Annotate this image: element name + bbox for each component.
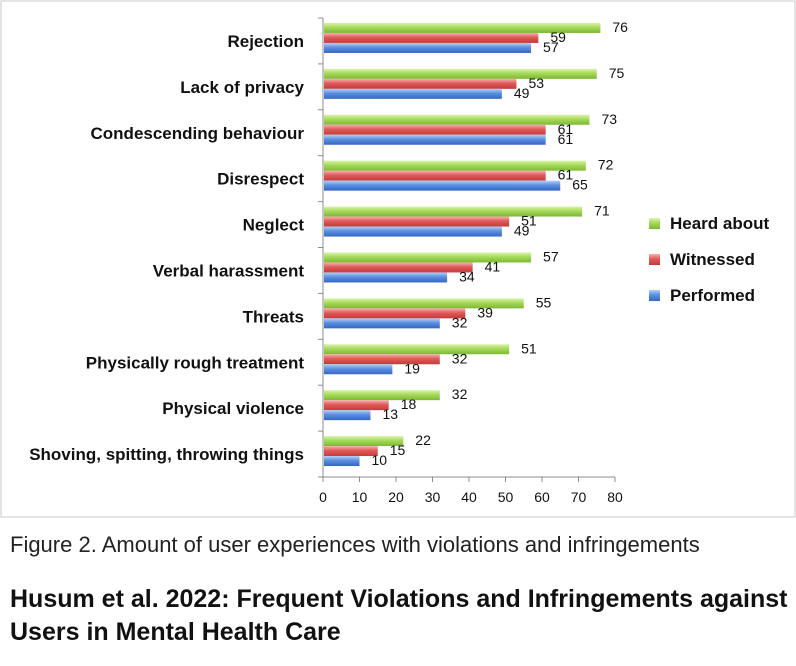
- data-label: 39: [477, 304, 493, 320]
- bar-witnessed: [324, 308, 466, 319]
- data-label: 76: [612, 19, 628, 35]
- data-label: 32: [452, 386, 468, 402]
- x-tick-label: 60: [534, 489, 550, 505]
- category-label: Lack of privacy: [180, 78, 304, 97]
- bar-performed: [324, 180, 561, 191]
- data-label: 13: [382, 406, 398, 422]
- bar-heard-about: [324, 22, 601, 33]
- data-label: 18: [401, 396, 417, 412]
- data-label: 55: [536, 294, 552, 310]
- data-label: 15: [390, 442, 406, 458]
- data-label: 34: [459, 268, 475, 284]
- category-label: Condescending behaviour: [91, 124, 305, 143]
- bar-witnessed: [324, 124, 546, 135]
- bar-performed: [324, 42, 532, 53]
- category-label: Neglect: [243, 216, 305, 235]
- legend-swatch-heard-about: [649, 218, 660, 229]
- bar-heard-about: [324, 68, 597, 79]
- data-label: 72: [598, 157, 614, 173]
- bar-performed: [324, 88, 502, 99]
- data-label: 49: [514, 223, 530, 239]
- data-label: 61: [558, 131, 574, 147]
- data-label: 22: [415, 432, 431, 448]
- legend-swatch-performed: [649, 290, 660, 301]
- x-tick-label: 20: [388, 489, 404, 505]
- bar-performed: [324, 318, 440, 329]
- data-label: 75: [609, 65, 625, 81]
- category-label: Verbal harassment: [153, 261, 305, 280]
- data-label: 57: [543, 248, 559, 264]
- category-label: Physical violence: [162, 399, 304, 418]
- bar-heard-about: [324, 344, 510, 355]
- data-label: 65: [572, 177, 588, 193]
- bar-heard-about: [324, 252, 532, 263]
- data-label: 32: [452, 314, 468, 330]
- figure-caption: Figure 2. Amount of user experiences wit…: [10, 532, 700, 557]
- data-label: 51: [521, 213, 537, 229]
- category-label: Physically rough treatment: [86, 353, 305, 372]
- data-label: 41: [485, 258, 501, 274]
- bar-performed: [324, 456, 360, 467]
- data-label: 32: [452, 350, 468, 366]
- chart-area: 0 10 20 30 40 50 60 70 80 Rejection 76 59 57 Lack of …: [0, 0, 796, 518]
- x-tick-label: 80: [607, 489, 623, 505]
- data-label: 53: [528, 75, 544, 91]
- legend-label: Heard about: [670, 214, 770, 233]
- x-tick-label: 30: [425, 489, 441, 505]
- category-label: Threats: [243, 307, 304, 326]
- source-title: Husum et al. 2022: Frequent Violations a…: [10, 585, 788, 646]
- bar-witnessed: [324, 32, 539, 43]
- data-label: 61: [558, 121, 574, 137]
- bar-witnessed: [324, 78, 517, 89]
- bar-witnessed: [324, 216, 510, 227]
- bar-heard-about: [324, 298, 524, 309]
- bar-witnessed: [324, 354, 440, 365]
- x-tick-label: 0: [319, 489, 327, 505]
- data-label: 59: [550, 29, 566, 45]
- category-label: Shoving, spitting, throwing things: [29, 445, 304, 464]
- bar-performed: [324, 272, 448, 283]
- data-label: 73: [601, 111, 617, 127]
- bar-witnessed: [324, 446, 378, 457]
- data-label: 10: [372, 452, 388, 468]
- category-label: Disrespect: [217, 170, 304, 189]
- data-label: 19: [404, 360, 420, 376]
- bar-heard-about: [324, 160, 586, 171]
- bar-witnessed: [324, 170, 546, 181]
- data-label: 57: [543, 39, 559, 55]
- bar-heard-about: [324, 390, 440, 401]
- x-tick-label: 50: [498, 489, 514, 505]
- bar-performed: [324, 410, 371, 421]
- x-tick-label: 10: [352, 489, 368, 505]
- bar-performed: [324, 134, 546, 145]
- legend-swatch-witnessed: [649, 254, 660, 265]
- bar-heard-about: [324, 206, 583, 217]
- bar-witnessed: [324, 262, 473, 273]
- data-label: 49: [514, 85, 530, 101]
- data-label: 51: [521, 340, 537, 356]
- bar-witnessed: [324, 400, 389, 411]
- legend-label: Performed: [670, 286, 755, 305]
- bar-performed: [324, 226, 502, 237]
- x-tick-label: 40: [461, 489, 477, 505]
- category-label: Rejection: [227, 32, 304, 51]
- x-tick-label: 70: [571, 489, 587, 505]
- bar-heard-about: [324, 114, 590, 125]
- data-label: 71: [594, 203, 610, 219]
- data-label: 61: [558, 167, 574, 183]
- bar-heard-about: [324, 436, 404, 447]
- legend-label: Witnessed: [670, 250, 755, 269]
- bar-performed: [324, 364, 393, 375]
